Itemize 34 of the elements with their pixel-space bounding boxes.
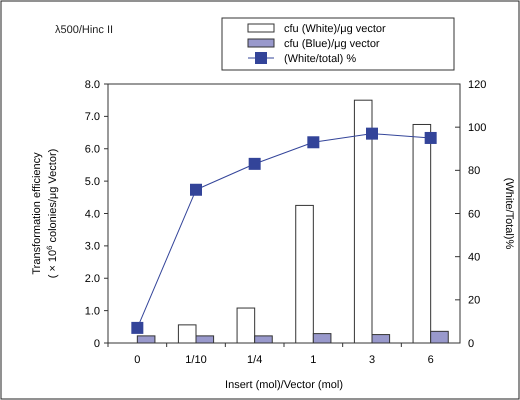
- y2-axis-title: (White/Total)%: [503, 178, 515, 250]
- point: [248, 158, 261, 170]
- y2-tick-label: 60: [468, 208, 480, 220]
- y-tick-label: 2.0: [84, 273, 100, 286]
- y2-tick-label: 80: [468, 165, 480, 178]
- y2-tick-label: 100: [468, 122, 486, 134]
- y-tick-label: 3.0: [84, 240, 100, 253]
- point: [307, 136, 320, 148]
- point: [424, 132, 437, 144]
- x-tick-label: 1/4: [247, 354, 262, 366]
- x-tick-label: 1/10: [185, 354, 207, 366]
- y-tick-label: 7.0: [84, 111, 100, 124]
- x-axis-title: Insert (mol)/Vector (mol): [225, 379, 343, 391]
- y-tick-label: 4.0: [84, 208, 100, 220]
- point: [131, 322, 144, 334]
- legend-label: cfu (White)/μg vector: [284, 22, 386, 35]
- x-tick-label: 6: [428, 354, 434, 366]
- legend-label: (White/total) %: [284, 52, 356, 65]
- chart-title: λ500/Hinc II: [55, 24, 114, 36]
- point: [190, 184, 202, 196]
- y-tick-label: 5.0: [84, 176, 100, 188]
- x-tick-label: 1: [310, 354, 316, 366]
- x-tick-label: 3: [368, 354, 376, 366]
- y2-tick-label: 20: [468, 294, 480, 307]
- y-tick-label: 1.0: [84, 305, 100, 318]
- y-tick-label: 6.0: [84, 144, 100, 156]
- y2-tick-label: 40: [468, 252, 480, 264]
- legend-label: cfu (Blue)/μg vector: [284, 38, 380, 50]
- y2-tick-label: 0: [468, 338, 474, 350]
- y-tick-label: 0: [94, 338, 100, 350]
- point: [366, 128, 378, 140]
- y-tick-label: 8.0: [84, 78, 100, 91]
- x-tick-label: 0: [134, 354, 140, 366]
- y2-tick-label: 120: [468, 78, 486, 91]
